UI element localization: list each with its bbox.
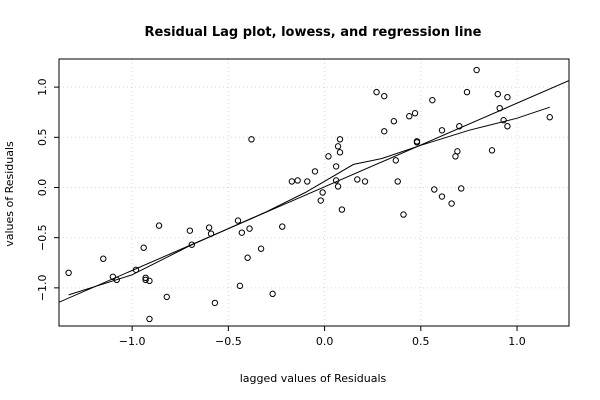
data-points — [65, 66, 553, 323]
plot-box — [58, 58, 570, 327]
data-point — [504, 93, 511, 101]
data-point — [332, 177, 340, 184]
data-point — [406, 113, 413, 120]
data-point — [438, 127, 446, 134]
data-point — [463, 88, 471, 96]
data-point — [304, 178, 311, 185]
data-point — [234, 217, 242, 224]
data-point — [257, 245, 265, 252]
data-point — [411, 110, 419, 117]
x-tick-label: −1.0 — [119, 335, 146, 348]
chart-title: Residual Lag plot, lowess, and regressio… — [145, 25, 482, 40]
x-tick-label: 0.0 — [316, 335, 334, 348]
data-point — [142, 274, 149, 282]
series-lines — [59, 80, 569, 303]
grid — [59, 59, 569, 326]
data-point — [288, 178, 296, 185]
data-point — [392, 157, 399, 164]
data-point — [413, 138, 421, 145]
data-point — [211, 299, 219, 307]
data-point — [248, 136, 255, 143]
data-point — [454, 148, 461, 155]
data-point — [500, 117, 507, 124]
x-tick-label: −0.5 — [215, 335, 242, 348]
lowess-line — [68, 106, 550, 296]
data-point — [332, 163, 340, 170]
data-point — [494, 90, 501, 98]
data-point — [431, 186, 438, 193]
data-point — [361, 178, 369, 185]
axes: −1.0 −0.5 0.0 0.5 1.0 −1.0 −0.5 0.0 0.5 1.0 — [36, 58, 570, 348]
data-point — [317, 197, 324, 204]
data-point — [456, 123, 463, 130]
data-point — [338, 206, 346, 213]
x-tick-label: 0.5 — [412, 335, 430, 348]
data-point — [279, 223, 286, 230]
y-tick-label: 1.0 — [36, 78, 49, 96]
data-point — [132, 266, 140, 273]
data-point — [546, 114, 553, 121]
y-tick-label: −0.5 — [36, 224, 49, 251]
data-point — [100, 255, 107, 262]
data-point — [504, 123, 511, 130]
data-point — [186, 227, 194, 234]
data-point — [155, 222, 163, 229]
data-point — [205, 224, 213, 231]
data-point — [246, 225, 253, 232]
data-point — [438, 193, 446, 200]
data-point — [207, 230, 215, 237]
data-point — [311, 168, 319, 175]
data-point — [381, 92, 388, 100]
data-point — [238, 229, 246, 236]
y-tick-label: −1.0 — [36, 274, 49, 301]
data-point — [448, 200, 455, 207]
data-point — [390, 118, 398, 125]
data-point — [325, 153, 332, 160]
regression-line — [59, 80, 569, 303]
data-point — [496, 104, 503, 112]
data-point — [109, 273, 117, 281]
y-tick-label: 0.0 — [36, 179, 49, 197]
y-axis-label: values of Residuals — [3, 141, 16, 247]
data-point — [146, 315, 153, 323]
data-point — [373, 88, 380, 96]
x-tick-label: 1.0 — [508, 335, 526, 348]
data-point — [336, 136, 344, 143]
data-point — [488, 147, 496, 154]
data-point — [394, 178, 401, 185]
data-point — [65, 269, 72, 277]
data-point — [269, 290, 276, 298]
data-point — [334, 183, 342, 190]
data-point — [400, 211, 407, 218]
data-point — [163, 293, 170, 301]
data-point — [319, 189, 326, 196]
data-point — [429, 96, 436, 104]
y-tick-label: 0.5 — [36, 129, 49, 147]
data-point — [381, 128, 388, 135]
data-point — [236, 282, 244, 290]
data-point — [336, 149, 344, 156]
data-point — [458, 185, 465, 192]
data-point — [334, 143, 342, 150]
data-point — [354, 176, 361, 183]
data-point — [244, 254, 251, 261]
data-point — [294, 177, 301, 184]
data-point — [473, 66, 480, 74]
data-point — [113, 276, 120, 284]
data-point — [188, 241, 195, 248]
data-point — [142, 276, 149, 284]
x-axis-label: lagged values of Residuals — [240, 372, 387, 385]
data-point — [146, 277, 153, 285]
data-point — [140, 244, 147, 251]
